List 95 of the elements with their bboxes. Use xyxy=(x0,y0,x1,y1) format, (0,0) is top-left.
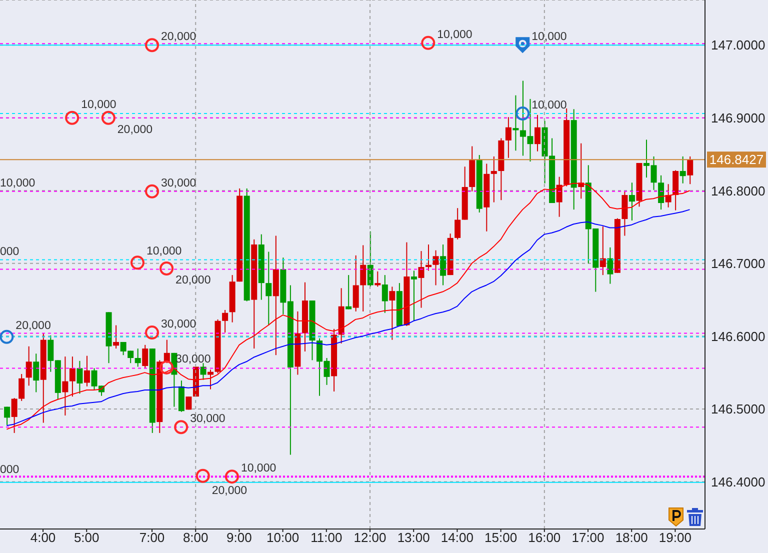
x-tick-label: 18:00 xyxy=(615,530,648,546)
candlestick xyxy=(556,176,562,218)
candlestick xyxy=(382,274,388,314)
candlestick xyxy=(512,94,519,152)
candlestick xyxy=(440,244,446,286)
candlestick xyxy=(200,362,206,380)
series-label: 10,000 xyxy=(532,100,567,112)
candlestick xyxy=(26,346,32,386)
candlestick xyxy=(600,226,606,276)
point xyxy=(145,38,160,52)
candlestick xyxy=(665,184,672,208)
point xyxy=(101,110,116,125)
y-tick-label: 146.7000 xyxy=(711,256,766,272)
x-tick-label: 19:00 xyxy=(658,530,692,546)
text: 10,000 xyxy=(146,246,182,258)
candlestick xyxy=(628,182,635,221)
point xyxy=(130,256,144,270)
candlestick xyxy=(505,116,512,158)
candlestick xyxy=(346,274,352,310)
x-tick-label: 7:00 xyxy=(139,530,165,546)
point xyxy=(174,420,188,434)
candlestick xyxy=(134,348,141,368)
candlestick xyxy=(84,355,90,387)
x-tick-label: 14:00 xyxy=(440,530,474,546)
series-label: 10,000 xyxy=(532,31,567,44)
text: 10,000 xyxy=(81,98,116,111)
candlestick xyxy=(426,244,432,272)
y-tick-label: 146.9000 xyxy=(711,110,766,126)
candlestick xyxy=(687,156,694,185)
candlestick xyxy=(360,244,366,312)
text: 20,000 xyxy=(117,124,153,136)
candlestick xyxy=(18,374,25,402)
y-tick-label: 147.0000 xyxy=(711,38,766,53)
y-tick-label: 146.4000 xyxy=(711,474,766,490)
text: 10,000 xyxy=(240,462,276,475)
candlestick xyxy=(142,344,148,369)
annotation: 10,000 xyxy=(0,177,36,190)
point xyxy=(145,184,160,198)
ref-line-label: 146.8427 xyxy=(709,152,764,168)
point xyxy=(160,262,174,276)
candlestick xyxy=(534,114,541,152)
candlestick xyxy=(222,309,228,334)
series-label: 20,000 xyxy=(16,320,51,332)
point xyxy=(65,110,80,125)
x-tick-label: 12:00 xyxy=(354,530,386,546)
candlestick xyxy=(352,254,359,312)
point xyxy=(160,360,174,374)
x-tick-label: 9:00 xyxy=(226,530,252,546)
candlestick xyxy=(186,396,192,410)
candlestick xyxy=(658,174,664,210)
candlestick xyxy=(4,406,10,426)
x-tick-label: 4:00 xyxy=(30,530,56,546)
y-tick-label: 146.5000 xyxy=(711,402,766,417)
candlestick xyxy=(410,270,417,322)
point xyxy=(516,106,530,121)
candlestick xyxy=(418,250,424,308)
candlestick xyxy=(432,250,439,286)
point xyxy=(421,36,436,50)
x-tick-label: 17:00 xyxy=(572,530,604,546)
candlestick xyxy=(607,246,614,284)
x-tick-label: 13:00 xyxy=(397,530,430,546)
candlestick xyxy=(266,251,272,326)
series-label: 30,000 xyxy=(161,318,196,331)
x-tick-label: 11:00 xyxy=(310,530,342,546)
annotation: 000 xyxy=(0,246,20,258)
candlestick xyxy=(454,208,461,240)
text: 20,000 xyxy=(212,484,248,497)
x-tick-label: 5:00 xyxy=(74,530,100,546)
candlestick xyxy=(69,356,76,398)
x-tick-label: 16:00 xyxy=(528,530,561,546)
series-label: 20,000 xyxy=(161,31,196,44)
candlestick xyxy=(113,324,120,350)
point xyxy=(196,468,210,483)
point xyxy=(516,37,530,54)
point xyxy=(145,326,160,340)
candlestick xyxy=(62,356,68,416)
candlestick xyxy=(490,156,497,203)
text: 20,000 xyxy=(176,274,211,286)
series-label: 10,000 xyxy=(437,28,472,41)
y-tick-label: 146.6000 xyxy=(711,328,766,344)
text: 30,000 xyxy=(190,413,226,426)
x-tick-label: 8:00 xyxy=(182,530,208,546)
x-tick-label: 15:00 xyxy=(484,530,518,546)
candlestick xyxy=(33,353,40,393)
candlestick xyxy=(11,398,18,434)
y-tick-label: 146.8000 xyxy=(711,183,766,198)
annotation: 000 xyxy=(0,464,20,476)
series-label: 30,000 xyxy=(161,177,196,190)
candlestick xyxy=(76,360,83,394)
x-tick-label: 10:00 xyxy=(266,530,300,546)
candlestick xyxy=(680,156,686,184)
point xyxy=(224,470,239,484)
candlestick xyxy=(389,286,396,340)
point xyxy=(0,330,14,344)
candlestick xyxy=(374,270,381,288)
